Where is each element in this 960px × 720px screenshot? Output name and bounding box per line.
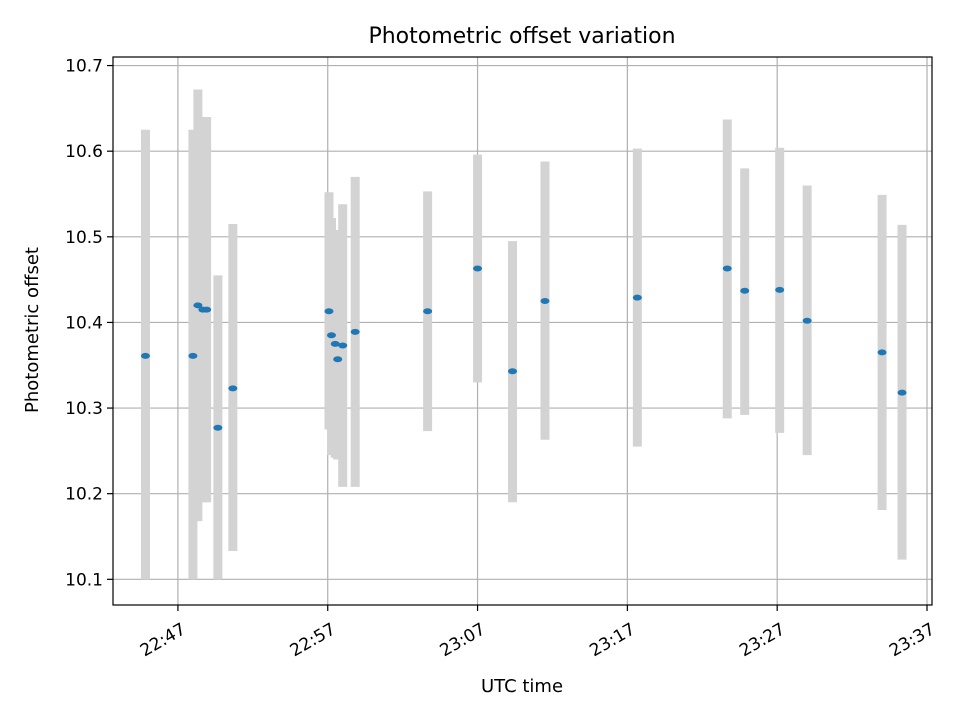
data-point [213,424,223,431]
data-point [330,340,340,347]
data-point [228,385,238,392]
data-point [423,308,433,315]
y-axis-ticks: 10.1 10.2 10.3 10.4 10.5 10.6 10.7 [65,57,113,590]
data-point [802,317,812,324]
data-point [632,294,642,301]
data-point [188,352,198,359]
chart-title: Photometric offset variation [368,24,675,49]
y-tick-label: 10.2 [65,485,103,505]
data-point [193,302,203,309]
data-point [740,287,750,294]
y-tick-label: 10.3 [65,399,103,419]
data-points [140,265,907,431]
data-point [140,352,150,359]
data-point [508,368,518,375]
y-axis-label: Photometric offset [22,247,43,413]
data-point [877,349,887,356]
data-point [202,306,212,313]
plot-frame [112,56,933,606]
y-tick-label: 10.7 [65,57,103,77]
data-point [473,265,483,272]
y-tick-label: 10.6 [65,142,103,162]
data-point [324,308,334,315]
data-point [333,356,343,363]
data-point [722,265,732,272]
y-tick-label: 10.5 [65,228,103,248]
data-point [775,286,785,293]
data-point [326,332,336,339]
y-tick-label: 10.1 [65,570,103,590]
data-point [540,298,550,305]
data-point [338,342,348,349]
x-axis-label: UTC time [481,676,563,697]
y-tick-label: 10.4 [65,313,103,333]
data-point [350,328,360,335]
data-point [897,389,907,396]
